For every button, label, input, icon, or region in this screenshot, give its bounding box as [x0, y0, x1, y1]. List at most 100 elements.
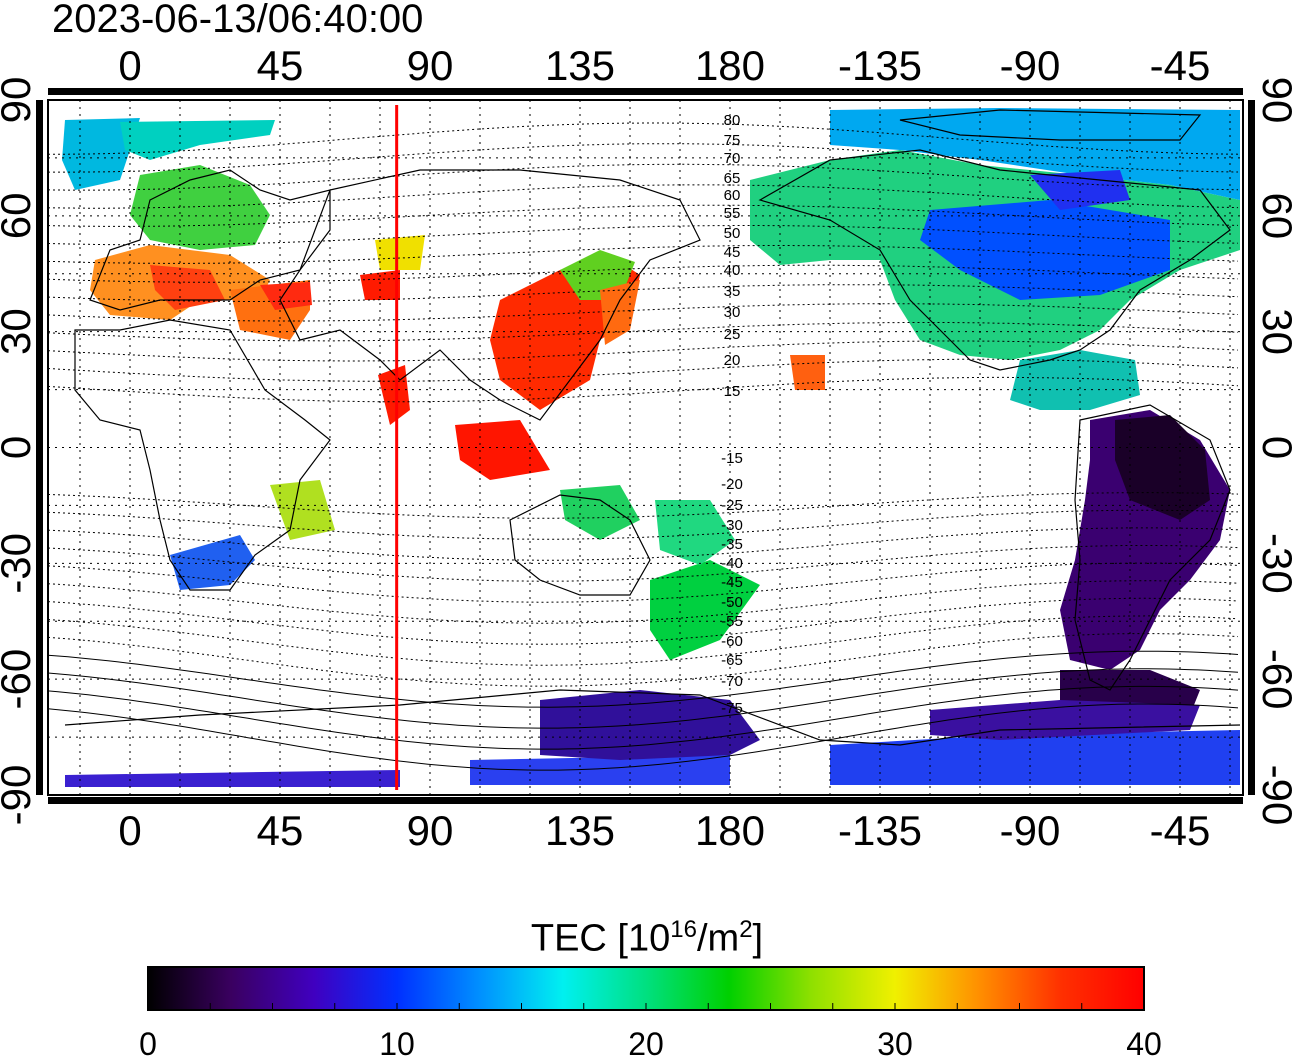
- tec-patch-arctic-canada: [830, 108, 1240, 200]
- tec-patch-canada-blue: [920, 200, 1170, 300]
- contour-label: -70: [721, 673, 743, 690]
- lon-tick-bottom: 90: [407, 807, 454, 854]
- lat-tick-right: -90: [1254, 765, 1294, 826]
- contour-label: 35: [724, 283, 741, 300]
- tec-patch-mongolia: [375, 235, 425, 270]
- tec-patch-antarctic-band: [65, 770, 400, 787]
- lat-tick-right: 30: [1254, 308, 1294, 355]
- top-axis-band: [48, 88, 1243, 95]
- lat-tick-right: -60: [1254, 649, 1294, 710]
- contour-line: [48, 225, 1239, 246]
- colorbar: [147, 966, 1145, 1011]
- coast-africa: [74, 319, 331, 591]
- contour-line: [48, 376, 1239, 403]
- contour-line: [48, 245, 1239, 264]
- contour-line: [48, 615, 1239, 666]
- lon-tick-top: 0: [118, 42, 141, 89]
- contour-line: [48, 163, 1239, 191]
- contour-line: [48, 284, 1239, 302]
- lon-tick-bottom: 180: [695, 807, 765, 854]
- contour-label: -30: [721, 517, 743, 534]
- lon-tick-bottom: 45: [257, 807, 304, 854]
- coastlines: [64, 109, 1241, 746]
- tec-patch-maritime-sea: [455, 420, 550, 480]
- lat-tick-left: 0: [0, 436, 39, 459]
- contour-label: 25: [724, 326, 741, 343]
- contour-label: -45: [721, 574, 743, 591]
- contour-label: 80: [724, 112, 741, 129]
- tec-patch-arabia: [260, 282, 312, 310]
- contour-line: [48, 597, 1239, 645]
- timestamp-title: 2023-06-13/06:40:00: [52, 0, 424, 41]
- contour-line: [48, 184, 1239, 209]
- colorbar-tick-label: 20: [628, 1026, 664, 1057]
- lat-tick-right: 90: [1254, 77, 1294, 124]
- lon-tick-bottom: 135: [545, 807, 615, 854]
- contour-label: -20: [721, 476, 743, 493]
- lon-tick-top: 90: [407, 42, 454, 89]
- contour-line: [48, 703, 1239, 771]
- coast-greenland: [899, 109, 1202, 141]
- lat-tick-left: -30: [0, 533, 39, 594]
- contour-label: -55: [721, 613, 743, 630]
- lat-tick-left: 60: [0, 192, 39, 239]
- contour-label: 40: [724, 262, 741, 279]
- contour-label: -65: [721, 652, 743, 669]
- lon-tick-top: -45: [1150, 42, 1211, 89]
- lon-tick-bottom: -135: [838, 807, 922, 854]
- magnetic-latitude-contours: [48, 122, 1239, 771]
- tec-patch-caribbean: [1010, 350, 1140, 410]
- lon-tick-bottom: -45: [1150, 807, 1211, 854]
- lat-tick-left: -60: [0, 649, 39, 710]
- colorbar-title-exponent: 16: [670, 916, 697, 943]
- coast-antarctica: [64, 689, 1241, 746]
- lon-tick-bottom: 0: [118, 807, 141, 854]
- contour-line: [48, 358, 1239, 382]
- contour-line: [48, 322, 1239, 342]
- lon-ticks-bottom: 0 45 90 135 180 -135 -90 -45: [118, 807, 1210, 854]
- contour-label: 65: [724, 170, 741, 187]
- lon-tick-top: -135: [838, 42, 922, 89]
- lat-tick-left: -90: [0, 765, 39, 826]
- contour-line: [48, 303, 1239, 322]
- lon-tick-bottom: -90: [1000, 807, 1061, 854]
- tec-patch-europe-core: [150, 265, 225, 310]
- contour-line: [48, 545, 1239, 582]
- left-axis-band: [36, 100, 43, 795]
- colorbar-title: TEC [1016/m2]: [0, 905, 1294, 964]
- tec-patch-new-zealand: [650, 560, 760, 660]
- contour-line: [48, 685, 1239, 750]
- tec-patch-amazon-dark: [1115, 415, 1210, 520]
- lat-tick-right: 0: [1254, 436, 1294, 459]
- contour-label: 15: [724, 383, 741, 400]
- lat-tick-left: 30: [0, 308, 39, 355]
- contour-label: 75: [724, 132, 741, 149]
- bottom-axis-band: [48, 797, 1243, 804]
- contour-label: 30: [724, 304, 741, 321]
- contour-label: -15: [721, 450, 743, 467]
- contour-label: 55: [724, 205, 741, 222]
- contour-label: 70: [724, 150, 741, 167]
- tec-patch-arctic-atlantic: [62, 118, 140, 190]
- contour-label: -35: [721, 536, 743, 553]
- tec-patch-antarctic-pacific: [470, 755, 730, 785]
- tec-patch-arctic-europe: [120, 120, 275, 160]
- lat-ticks-left: 90 60 30 0 -30 -60 -90: [0, 77, 39, 826]
- contour-label: -50: [721, 594, 743, 611]
- lat-tick-right: -30: [1254, 533, 1294, 594]
- colorbar-title-unit: /m: [696, 917, 740, 960]
- contour-line: [48, 492, 1239, 519]
- contour-label: 45: [724, 244, 741, 261]
- colorbar-tick-label: 0: [139, 1026, 157, 1057]
- colorbar-tick-label: 40: [1126, 1026, 1162, 1057]
- tec-patch-hawaii: [790, 355, 825, 390]
- lon-ticks-top: 0 45 90 135 180 -135 -90 -45: [118, 42, 1210, 89]
- colorbar-tick-label: 10: [379, 1026, 415, 1057]
- colorbar-ticks: 0 10 20 30 40: [139, 1003, 1162, 1057]
- tec-data-layer: [62, 108, 1240, 787]
- colorbar-tick-label: 30: [877, 1026, 913, 1057]
- contour-line: [48, 122, 1239, 155]
- contour-label: 60: [724, 187, 741, 204]
- contour-label: -60: [721, 633, 743, 650]
- lat-tick-right: 60: [1254, 192, 1294, 239]
